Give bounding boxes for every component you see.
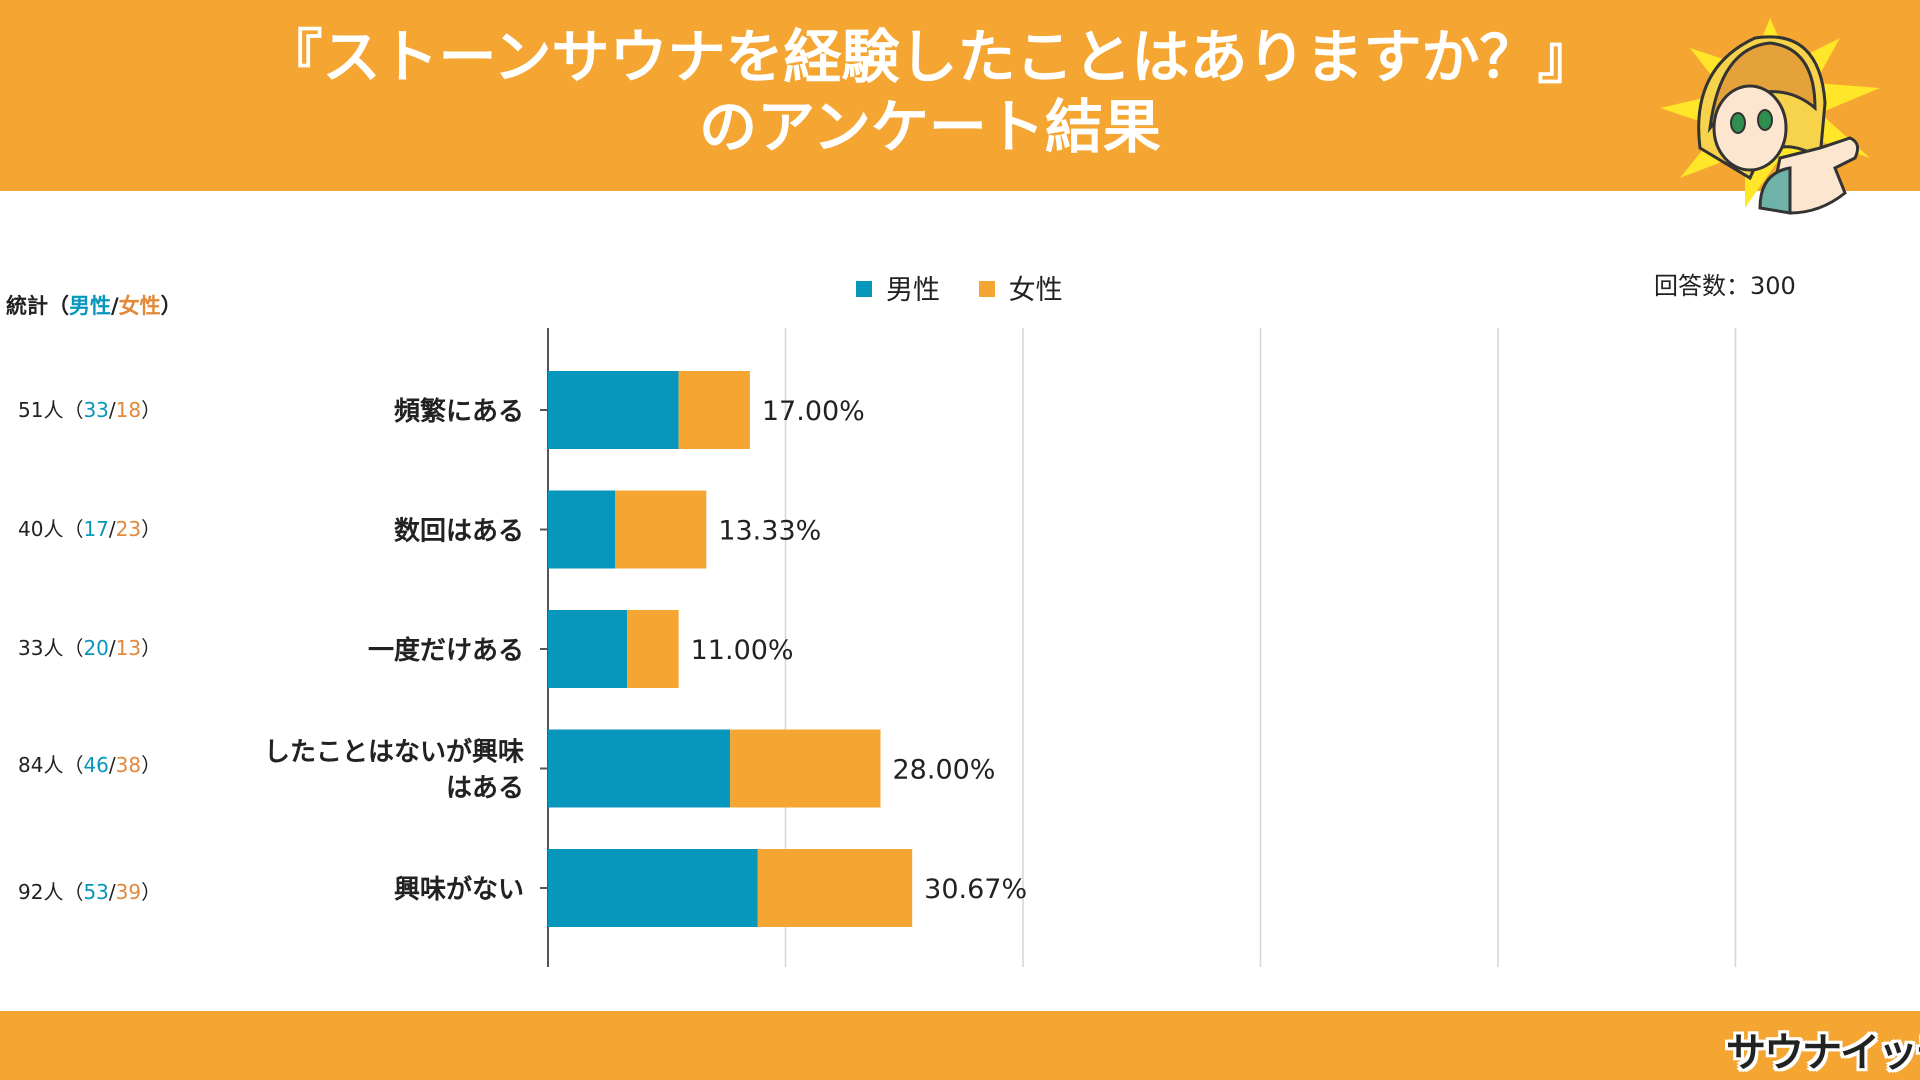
stats-header-prefix: 統計（ (6, 294, 69, 318)
mascot-illustration-icon (1660, 18, 1880, 215)
stat-row: 40人（17/23） (18, 517, 162, 541)
bar-male (548, 371, 679, 449)
data-label: 13.33% (718, 516, 821, 547)
stat-row: 92人（53/39） (18, 880, 162, 904)
category-label: 数回はある (394, 517, 524, 547)
data-label: 17.00% (762, 396, 865, 427)
stat-row: 84人（46/38） (18, 753, 162, 777)
stat-male: 20 (83, 636, 109, 660)
data-label: 30.67% (924, 874, 1027, 905)
legend-swatch-male (856, 280, 872, 297)
chart-legend: 男性 女性 (856, 268, 1093, 307)
stat-male: 33 (83, 398, 109, 422)
stat-total: 92人 (18, 880, 64, 904)
category-label: したことはないが興味 (264, 737, 524, 768)
legend-label-male: 男性 (886, 275, 940, 306)
footer-band (0, 1011, 1920, 1080)
legend-swatch-female (978, 280, 995, 297)
stat-row: 51人（33/18） (18, 398, 162, 422)
page-title: 『ストーンサウナを経験したことはありますか？』 のアンケート結果 (150, 22, 1710, 162)
stat-total: 40人 (18, 517, 64, 541)
bar-female (627, 610, 679, 688)
stat-row: 33人（20/13） (18, 636, 162, 660)
bar-female (615, 490, 707, 569)
stat-female: 18 (115, 398, 142, 422)
stat-total: 51人 (18, 398, 64, 422)
data-label: 28.00% (893, 755, 996, 786)
bar-female (757, 849, 913, 927)
category-label: はある (446, 774, 524, 804)
stat-female: 38 (115, 753, 142, 777)
stat-female: 39 (115, 880, 142, 904)
title-line-2: のアンケート結果 (699, 93, 1161, 161)
category-label: 頻繁にある (394, 396, 524, 427)
bar-male (548, 490, 616, 569)
data-label: 11.00% (691, 635, 794, 666)
category-label: 興味がない (394, 874, 524, 905)
category-label: 一度だけある (368, 635, 524, 666)
bar-male (548, 610, 628, 688)
stat-male: 46 (83, 753, 109, 777)
stats-header: 統計（男性/女性） (6, 290, 182, 320)
stat-female: 13 (115, 636, 142, 660)
stats-header-male: 男性 (69, 294, 111, 318)
bar-male (548, 849, 758, 927)
legend-item-female: 女性 (978, 268, 1063, 307)
stat-male: 53 (83, 880, 109, 904)
bar-female (678, 371, 750, 449)
stats-header-slash: / (111, 294, 119, 318)
stats-header-female: 女性 (118, 294, 161, 318)
title-line-1: 『ストーンサウナを経験したことはありますか？』 (264, 23, 1596, 91)
stat-total: 84人 (18, 753, 64, 777)
legend-item-male: 男性 (856, 268, 940, 307)
respondent-count: 回答数：300 (1654, 272, 1796, 300)
stat-total: 33人 (18, 636, 64, 660)
legend-label-female: 女性 (1008, 275, 1063, 306)
stats-header-suffix: ） (160, 294, 182, 318)
header-band (0, 0, 1920, 191)
stat-male: 17 (83, 517, 109, 541)
stat-female: 23 (115, 517, 142, 541)
brand-logo: サウナイッチ (1726, 1030, 1920, 1076)
bar-male (548, 729, 731, 808)
bar-female (730, 729, 881, 808)
